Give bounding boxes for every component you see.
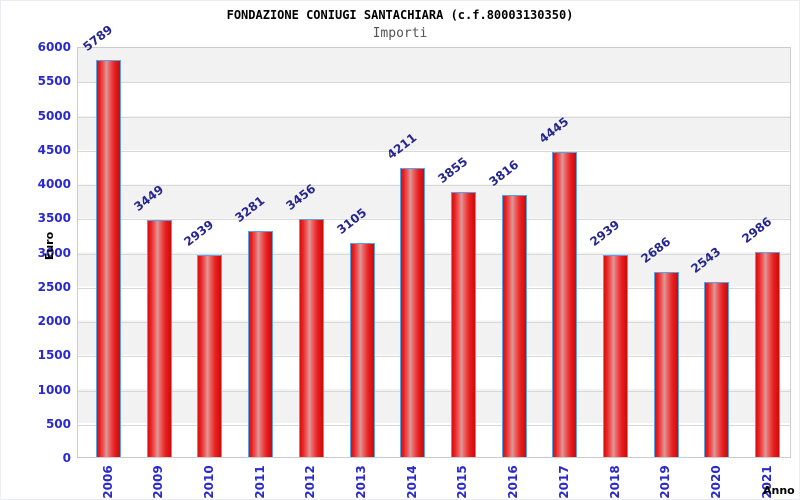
x-tick-label: 2013 <box>354 465 368 499</box>
bar <box>501 194 527 457</box>
gridline <box>78 424 790 426</box>
bar <box>248 231 274 457</box>
bar <box>400 167 426 457</box>
y-tick-label: 3500 <box>37 211 71 226</box>
y-tick-label: 3000 <box>37 245 71 260</box>
plot-area <box>77 47 791 458</box>
x-tick-label: 2020 <box>708 465 723 499</box>
y-tick-label: 2500 <box>37 279 71 294</box>
chart-subtitle: Importi <box>372 26 428 41</box>
y-tick-label: 6000 <box>37 40 71 54</box>
y-tick-label: 1500 <box>37 348 71 363</box>
y-tick-label: 1000 <box>37 382 71 397</box>
y-tick-label: 2000 <box>37 314 71 328</box>
gridline <box>78 150 790 152</box>
gridline <box>78 116 790 118</box>
y-tick-label: 5000 <box>37 108 71 123</box>
y-tick-label: 4000 <box>37 177 71 191</box>
gridline <box>78 82 790 84</box>
bar <box>704 281 730 457</box>
chart-title: FONDAZIONE CONIUGI SANTACHIARA (c.f.8000… <box>226 8 574 22</box>
gridline <box>78 185 790 186</box>
x-tick-label: 2017 <box>556 465 571 499</box>
bar <box>197 254 223 457</box>
bar <box>298 219 324 457</box>
gridline <box>78 356 790 358</box>
gridline <box>78 322 790 323</box>
y-tick-label: 4500 <box>37 142 71 157</box>
gridline <box>78 253 790 255</box>
x-tick-label: 2006 <box>100 465 115 499</box>
y-tick-label: 0 <box>62 451 71 465</box>
x-tick-label: 2011 <box>252 465 267 499</box>
y-tick-label: 5500 <box>37 74 71 89</box>
bar <box>146 219 172 457</box>
gridline <box>78 219 790 221</box>
y-axis-title: Euro <box>43 231 56 261</box>
bar <box>96 59 121 457</box>
x-tick-label: 2018 <box>607 465 622 499</box>
x-tick-label: 2014 <box>404 465 419 499</box>
bar <box>755 251 781 457</box>
bar <box>450 191 476 457</box>
gridline <box>78 287 790 289</box>
x-tick-label: 2016 <box>506 465 521 499</box>
x-tick-label: 2019 <box>658 465 673 499</box>
y-tick-label: 500 <box>45 416 71 431</box>
x-tick-label: 2015 <box>455 465 470 499</box>
bar <box>552 151 578 457</box>
x-tick-label: 2010 <box>201 465 216 499</box>
bar <box>349 243 375 457</box>
bar <box>603 254 628 457</box>
bar <box>653 272 679 457</box>
x-tick-label: 2012 <box>303 465 318 499</box>
x-tick-label: 2009 <box>151 465 166 499</box>
gridline <box>78 390 790 392</box>
x-axis-title: Anno <box>763 484 795 497</box>
